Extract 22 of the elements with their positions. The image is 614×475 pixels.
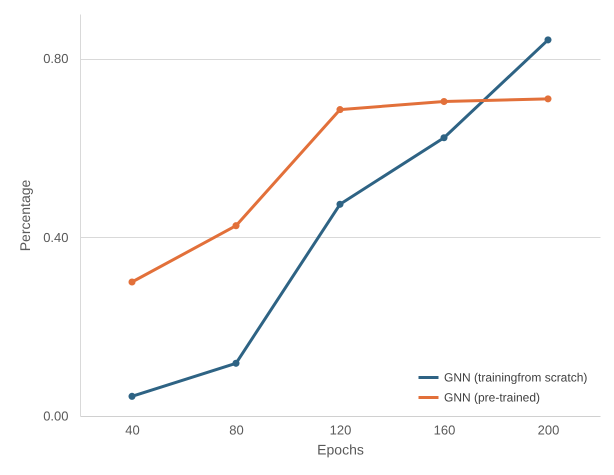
point: [232, 222, 240, 230]
point: [544, 95, 552, 102]
legend-label: GNN (pre-trained): [444, 390, 540, 404]
point: [440, 98, 448, 106]
y-tick-label: 0.80: [43, 51, 68, 66]
point: [336, 106, 344, 114]
x-tick-label: 200: [538, 422, 560, 438]
point: [336, 200, 344, 208]
y-axis-title: Percentage: [17, 179, 34, 252]
x-axis-title: Epochs: [317, 442, 364, 458]
x-tick-label: 40: [125, 422, 140, 438]
point: [232, 360, 240, 367]
point: [544, 36, 552, 44]
x-tick-label: 80: [229, 422, 244, 438]
y-tick-label: 0.00: [43, 408, 68, 424]
point: [128, 278, 136, 286]
y-tick-label: 0.40: [43, 230, 68, 245]
legend-label: GNN (trainingfrom scratch): [444, 370, 588, 384]
x-tick-label: 120: [330, 422, 352, 438]
point: [440, 134, 448, 142]
x-tick-label: 160: [434, 422, 456, 438]
point: [128, 392, 136, 400]
